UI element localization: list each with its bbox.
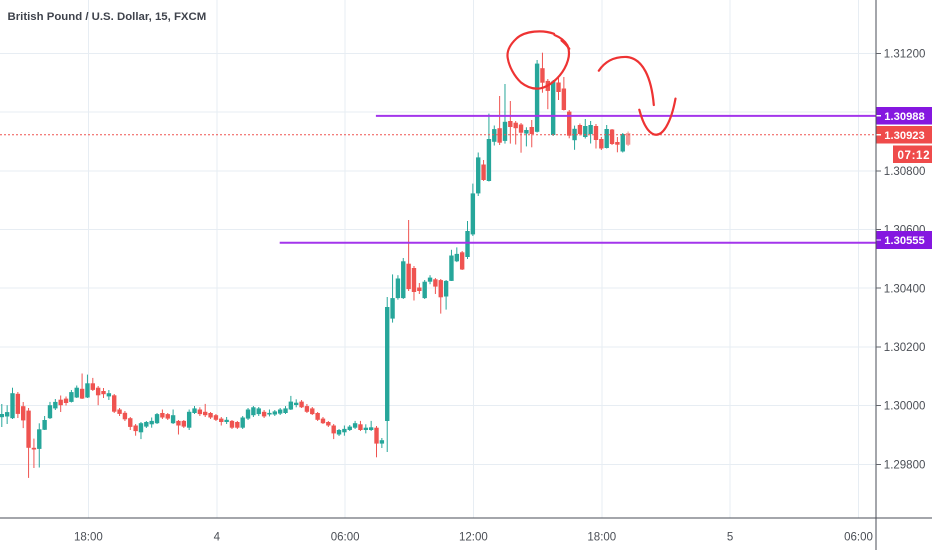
- svg-text:1.30923: 1.30923: [884, 130, 924, 142]
- svg-text:1.30200: 1.30200: [884, 342, 926, 354]
- svg-text:1.30988: 1.30988: [884, 111, 924, 123]
- svg-text:1.29800: 1.29800: [884, 459, 926, 471]
- svg-text:06:00: 06:00: [331, 532, 360, 544]
- svg-text:1.30000: 1.30000: [884, 401, 926, 413]
- svg-text:1.30800: 1.30800: [884, 166, 926, 178]
- svg-text:07:12: 07:12: [898, 149, 931, 162]
- svg-text:1.30400: 1.30400: [884, 283, 926, 295]
- svg-text:18:00: 18:00: [587, 532, 616, 544]
- svg-text:1.30555: 1.30555: [884, 235, 924, 247]
- svg-text:12:00: 12:00: [459, 532, 488, 544]
- svg-text:5: 5: [727, 532, 733, 544]
- svg-text:1.31200: 1.31200: [884, 49, 926, 61]
- svg-text:06:00: 06:00: [844, 532, 873, 544]
- svg-text:18:00: 18:00: [74, 532, 103, 544]
- svg-text:British Pound / U.S. Dollar, 1: British Pound / U.S. Dollar, 15, FXCM: [8, 11, 207, 23]
- svg-text:4: 4: [214, 532, 221, 544]
